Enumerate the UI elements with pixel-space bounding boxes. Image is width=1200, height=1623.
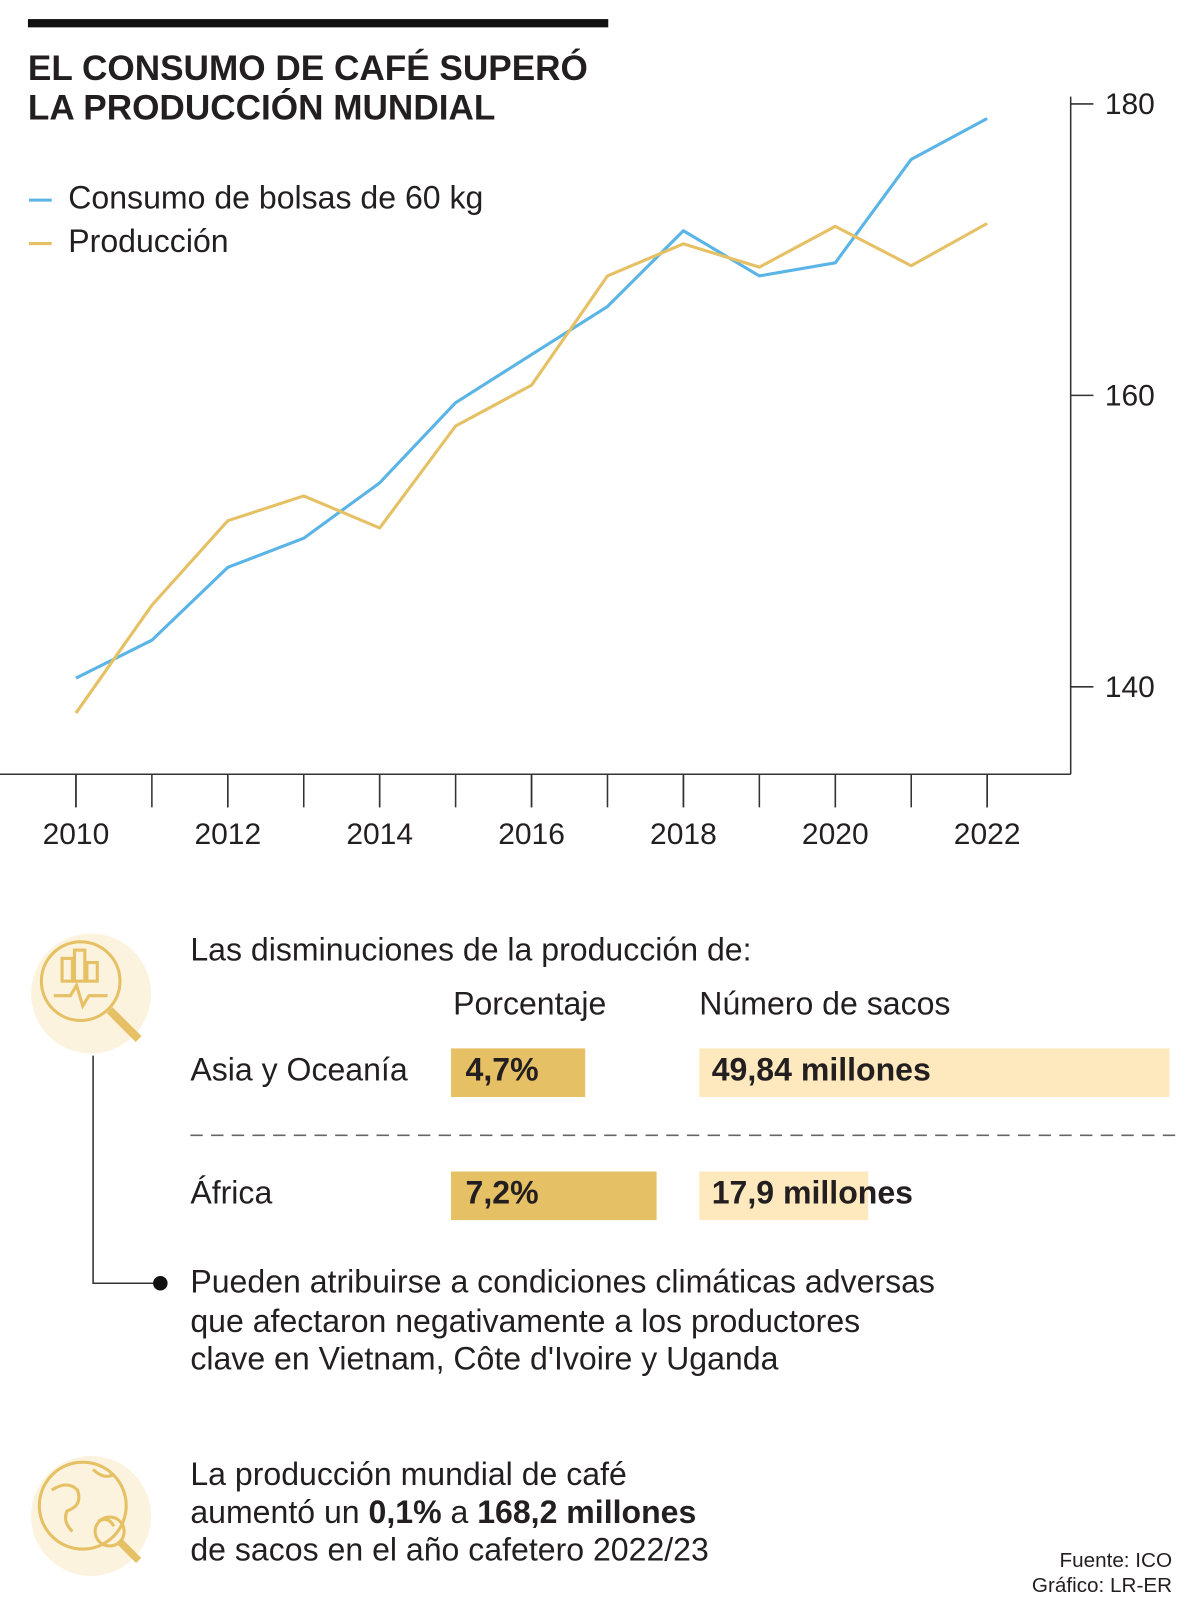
percent-label: 4,7% [466,1052,539,1088]
y-tick-label: 180 [1105,88,1155,121]
sacks-bar [699,1171,869,1221]
summary-highlight: 0,1% [369,1494,442,1530]
summary-text: a [442,1494,478,1530]
chart-title: LA PRODUCCIÓN MUNDIAL [28,87,495,127]
chart-title: EL CONSUMO DE CAFÉ SUPERÓ [28,48,588,88]
x-tick-label: 2022 [954,818,1021,851]
note-line: clave en Vietnam, Côte d'Ivoire y Uganda [190,1340,778,1376]
summary-line: La producción mundial de café [190,1456,626,1492]
legend-label: Consumo de bolsas de 60 kg [68,180,483,216]
title-rule [27,19,609,28]
column-header: Número de sacos [699,985,950,1021]
series-line [75,117,988,680]
sacks-label: 49,84 millones [712,1052,931,1088]
note-line: Pueden atribuirse a condiciones climátic… [190,1264,935,1300]
row-label: África [190,1175,272,1211]
x-tick-label: 2012 [194,818,261,851]
analysis-icon [39,940,142,1043]
summary-line: aumentó un 0,1% a 168,2 millones [190,1494,696,1530]
x-tick-label: 2014 [346,818,413,851]
sacks-bar [699,1048,1170,1098]
source: Fuente: ICO [1059,1549,1172,1572]
series-line [74,222,988,714]
percent-bar [451,1171,657,1221]
note-line: que afectaron negativamente a los produc… [190,1303,860,1339]
summary-line: de sacos en el año cafetero 2022/23 [190,1532,708,1568]
credit: Gráfico: LR-ER [1032,1574,1172,1597]
legend-label: Producción [68,223,228,259]
summary-highlight: 168,2 millones [477,1494,696,1530]
column-header: Porcentaje [453,985,606,1021]
sacks-label: 17,9 millones [712,1175,913,1211]
row-label: Asia y Oceanía [190,1052,407,1088]
x-tick-label: 2020 [802,818,869,851]
x-tick-label: 2010 [43,818,110,851]
summary-text: aumentó un [190,1494,368,1530]
x-tick-label: 2018 [650,818,717,851]
connector [92,1055,161,1284]
percent-bar [451,1048,586,1098]
x-tick-label: 2016 [498,818,565,851]
breakdown: Las disminuciones de la producción de: P… [31,932,1176,1376]
globe-icon [37,1460,142,1564]
summary: La producción mundial de café aumentó un… [31,1455,709,1576]
breakdown-heading: Las disminuciones de la producción de: [190,932,751,968]
y-tick-label: 160 [1105,379,1155,412]
y-tick-label: 140 [1105,671,1155,704]
percent-label: 7,2% [466,1175,539,1211]
connector-dot [153,1275,168,1291]
